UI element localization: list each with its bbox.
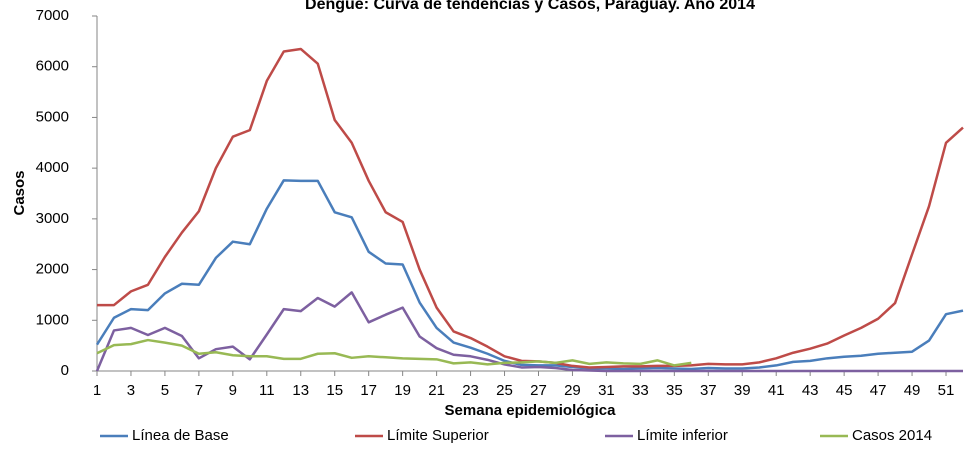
- x-tick-label: 21: [428, 382, 445, 399]
- x-tick-label: 15: [326, 382, 343, 399]
- x-tick-label: 23: [462, 382, 479, 399]
- y-tick-label: 2000: [36, 261, 69, 278]
- x-tick-label: 7: [195, 382, 203, 399]
- y-tick-label: 3000: [36, 210, 69, 227]
- chart-title: Dengue: Curva de tendencias y Casos, Par…: [305, 0, 755, 13]
- x-tick-label: 37: [700, 382, 717, 399]
- x-tick-label: 41: [768, 382, 785, 399]
- y-tick-label: 4000: [36, 159, 69, 176]
- series-line: [96, 338, 692, 367]
- x-tick-label: 17: [360, 382, 377, 399]
- x-tick-label: 13: [292, 382, 309, 399]
- x-tick-label: 33: [632, 382, 649, 399]
- x-tick-label: 27: [530, 382, 547, 399]
- y-tick-label: 7000: [36, 7, 69, 24]
- legend-label: Límite Superior: [387, 427, 489, 444]
- y-axis-title: Casos: [11, 170, 28, 215]
- y-tick-label: 6000: [36, 58, 69, 75]
- x-tick-label: 1: [93, 382, 101, 399]
- x-tick-label: 25: [496, 382, 513, 399]
- y-tick-label: 5000: [36, 108, 69, 125]
- x-tick-label: 39: [734, 382, 751, 399]
- x-tick-label: 35: [666, 382, 683, 399]
- series-line: [95, 179, 964, 371]
- x-tick-label: 5: [161, 382, 169, 399]
- legend-label: Límite inferior: [637, 427, 728, 444]
- x-tick-label: 3: [127, 382, 135, 399]
- legend-label: Casos 2014: [852, 427, 932, 444]
- series-line: [97, 47, 964, 369]
- x-tick-label: 29: [564, 382, 581, 399]
- legend-label: Línea de Base: [132, 427, 229, 444]
- x-tick-label: 9: [229, 382, 237, 399]
- x-tick-label: 45: [836, 382, 853, 399]
- x-tick-label: 11: [259, 382, 275, 399]
- x-tick-label: 31: [598, 382, 615, 399]
- y-tick-label: 1000: [36, 311, 69, 328]
- x-tick-label: 19: [394, 382, 411, 399]
- y-tick-label: 0: [61, 362, 69, 379]
- x-tick-label: 49: [904, 382, 921, 399]
- x-tick-label: 47: [870, 382, 887, 399]
- x-tick-label: 43: [802, 382, 819, 399]
- series-line: [95, 291, 963, 373]
- x-tick-label: 51: [938, 382, 955, 399]
- x-axis-title: Semana epidemiológica: [445, 402, 617, 419]
